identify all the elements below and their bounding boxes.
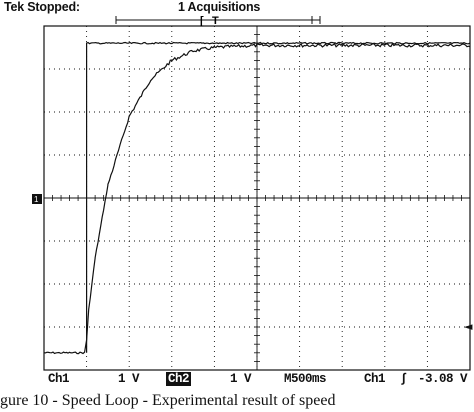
timebase: M500ms (284, 372, 327, 386)
graticule (43, 25, 471, 371)
figure-caption: gure 10 - Speed Loop - Experimental resu… (0, 392, 336, 409)
ground-marker-label: 1 (34, 195, 39, 204)
acquisition-status: Tek Stopped: (4, 0, 80, 14)
waveforms (43, 41, 471, 355)
channel1-scale: 1 V (118, 372, 140, 386)
oscilloscope-screen: [ T 1 ◄ (32, 15, 473, 371)
trigger-level-marker: ◄ (464, 320, 473, 333)
svg-text:[: [ (200, 15, 204, 27)
trigger-level: -3.08 V (418, 372, 468, 386)
channel2-label: Ch2 (166, 372, 192, 386)
acquisition-count: 1 Acquisitions (178, 0, 261, 14)
channel1-label: Ch1 (48, 372, 70, 386)
speed-reference-trace (86, 41, 471, 353)
trigger-slope-icon: ∫ (400, 372, 408, 386)
channel2-scale: 1 V (230, 372, 252, 386)
speed-response-trace (43, 42, 471, 355)
ground-marker: 1 (32, 194, 42, 204)
trigger-marker: T (212, 15, 219, 27)
trigger-source: Ch1 (364, 372, 386, 386)
trigger-position-bar: [ T (115, 15, 321, 27)
